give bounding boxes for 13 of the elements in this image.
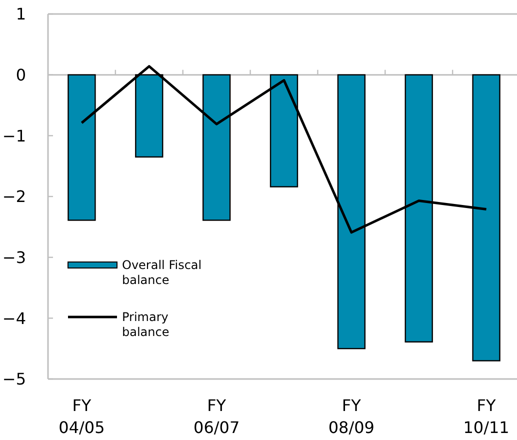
y-tick-label: 0 [16, 65, 26, 84]
x-tick-label: FY 10/11 [463, 396, 510, 437]
y-tick-label: 1 [16, 4, 26, 24]
y-tick-label: −4 [2, 308, 26, 328]
y-tick-label: −5 [2, 370, 26, 389]
legend-label: Overall Fiscal balance [122, 258, 202, 287]
x-tick-label: FY 06/07 [194, 396, 240, 437]
y-tick-label: −1 [2, 126, 26, 146]
x-tick-label: FY 04/05 [58, 396, 105, 437]
y-tick-label: −2 [2, 187, 26, 206]
legend-label: Primary balance [122, 310, 170, 339]
y-tick-label: −3 [2, 248, 26, 267]
x-tick-label: FY 08/09 [328, 396, 374, 437]
